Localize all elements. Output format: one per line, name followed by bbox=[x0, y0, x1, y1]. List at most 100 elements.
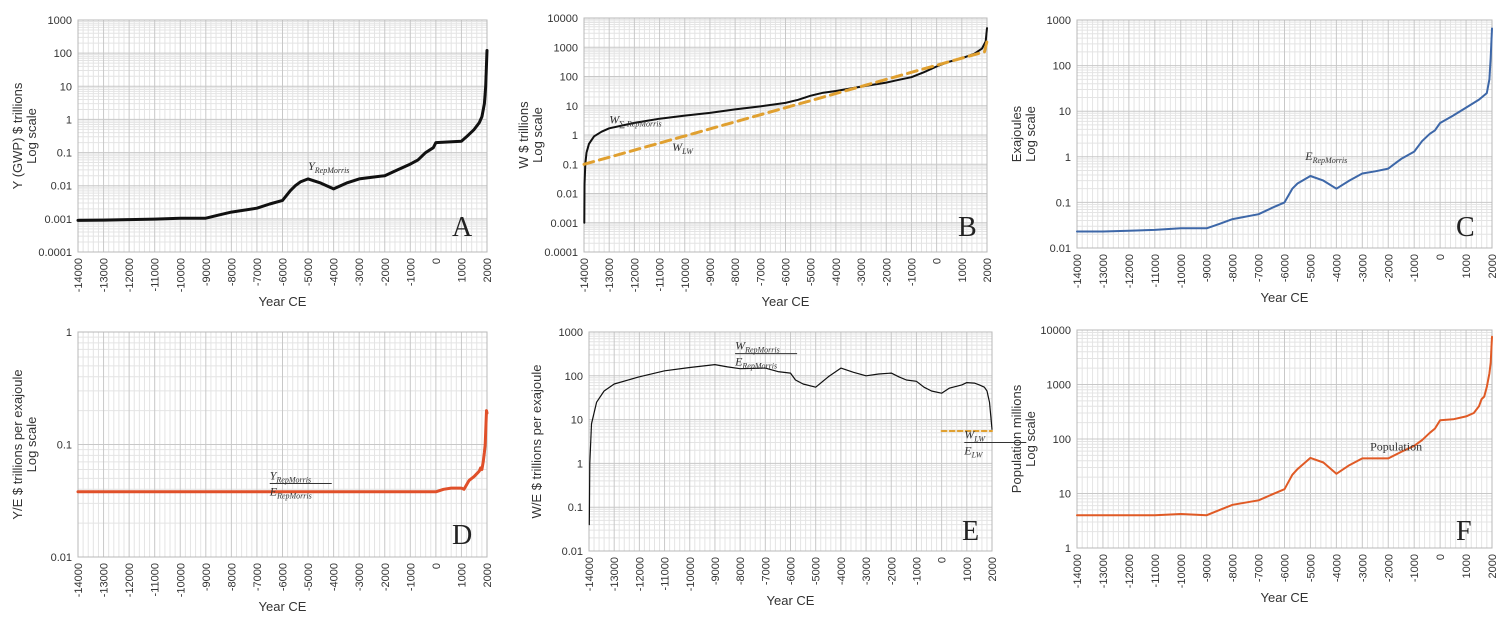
x-tick-label: -2000 bbox=[1383, 554, 1395, 582]
panel-letter: D bbox=[452, 520, 472, 551]
y-tick-label: 1000 bbox=[1047, 15, 1071, 27]
y-tick-label: 0.1 bbox=[1056, 197, 1071, 209]
series-line-y-repmorris bbox=[76, 49, 489, 222]
x-tick-label: -1000 bbox=[911, 557, 923, 585]
x-tick-label: -11000 bbox=[1150, 254, 1162, 287]
x-tick-label: 0 bbox=[932, 258, 944, 264]
x-tick-label: -9000 bbox=[201, 563, 213, 591]
x-tick-label: -7000 bbox=[760, 557, 772, 585]
x-tick-label: -8000 bbox=[735, 557, 747, 585]
y-tick-label: 100 bbox=[565, 371, 583, 383]
x-tick-label: -12000 bbox=[1124, 254, 1136, 288]
y-tick-label: 1 bbox=[577, 458, 583, 470]
x-tick-label: -5000 bbox=[303, 563, 315, 591]
x-tick-label: -7000 bbox=[1254, 554, 1266, 582]
x-tick-label: -9000 bbox=[710, 557, 722, 585]
panel-letter: B bbox=[958, 212, 977, 243]
y-tick-label: 0.0001 bbox=[38, 247, 72, 259]
y-tick-label: 0.1 bbox=[57, 148, 72, 160]
x-axis-label: Year CE bbox=[767, 593, 815, 608]
x-tick-label: -8000 bbox=[1228, 554, 1240, 582]
panel-b: -14000 -13000 -12000 -11000 -10000 -9000 -8000… bbox=[516, 13, 994, 309]
series-line-w-lw bbox=[582, 39, 989, 166]
x-tick-label: -7000 bbox=[1254, 254, 1266, 282]
panel-e: -14000 -13000 -12000 -11000 -10000 -9000 -8000… bbox=[529, 327, 1027, 608]
x-tick-label: -14000 bbox=[1072, 554, 1084, 588]
x-axis-label: Year CE bbox=[259, 599, 307, 614]
y-tick-label: 1000 bbox=[1047, 380, 1071, 392]
x-tick-label: -6000 bbox=[278, 258, 290, 286]
panel-d: -14000 -13000 -12000 -11000 -10000 -9000 -8000… bbox=[10, 327, 494, 614]
x-axis-label: Year CE bbox=[1261, 290, 1309, 305]
x-tick-label: 2000 bbox=[1487, 254, 1499, 278]
y-tick-label: 1 bbox=[572, 130, 578, 142]
x-tick-label: 2000 bbox=[482, 258, 494, 282]
y-tick-label: 100 bbox=[560, 72, 578, 84]
x-tick-label: -6000 bbox=[1280, 554, 1292, 582]
x-tick-label: 2000 bbox=[987, 557, 999, 581]
y-axis-label: Log scale bbox=[1023, 106, 1038, 162]
x-tick-label: -10000 bbox=[175, 563, 187, 597]
y-axis-label: Log scale bbox=[24, 108, 39, 164]
annotation-fraction-numerator: YRepMorris bbox=[270, 469, 311, 485]
x-axis-label: Year CE bbox=[259, 294, 307, 309]
y-tick-label: 0.1 bbox=[563, 159, 578, 171]
x-tick-label: -10000 bbox=[1176, 554, 1188, 588]
x-tick-label: -8000 bbox=[226, 258, 238, 286]
plot-frame bbox=[1076, 329, 1493, 549]
series-line-population bbox=[1076, 335, 1493, 517]
y-tick-label: 1 bbox=[1065, 543, 1071, 555]
x-tick-label: -10000 bbox=[175, 258, 187, 292]
x-axis-label: Year CE bbox=[762, 294, 810, 309]
x-tick-label: -12000 bbox=[634, 557, 646, 591]
x-tick-label: -14000 bbox=[579, 258, 591, 292]
annotation-fraction-numerator: WLW bbox=[964, 428, 986, 444]
x-tick-label: -2000 bbox=[881, 258, 893, 286]
x-tick-label: -13000 bbox=[1098, 554, 1110, 588]
x-tick-label: -6000 bbox=[278, 563, 290, 591]
x-tick-label: -9000 bbox=[1202, 254, 1214, 282]
x-tick-label: 0 bbox=[1435, 254, 1447, 260]
x-tick-label: -3000 bbox=[354, 258, 366, 286]
y-tick-label: 0.01 bbox=[51, 181, 72, 193]
x-tick-label: -3000 bbox=[1357, 554, 1369, 582]
x-tick-label: -3000 bbox=[1357, 254, 1369, 282]
plot-frame bbox=[583, 17, 988, 253]
y-tick-label: 10 bbox=[1059, 106, 1071, 118]
series-line-y-e bbox=[76, 409, 489, 494]
y-axis-label: Log scale bbox=[530, 107, 545, 163]
y-tick-label: 0.0001 bbox=[544, 247, 578, 259]
y-tick-label: 100 bbox=[1053, 434, 1071, 446]
annotation-fraction-denominator: ERepMorris bbox=[734, 355, 777, 371]
x-tick-label: -3000 bbox=[861, 557, 873, 585]
x-tick-label: 2000 bbox=[1487, 554, 1499, 578]
panel-a: -14000 -13000 -12000 -11000 -10000 -9000 -8000… bbox=[10, 15, 494, 309]
x-tick-label: -12000 bbox=[124, 258, 136, 292]
x-tick-label: -4000 bbox=[831, 258, 843, 286]
x-tick-label: 1000 bbox=[962, 557, 974, 581]
x-tick-label: -3000 bbox=[354, 563, 366, 591]
x-tick-label: -6000 bbox=[786, 557, 798, 585]
x-tick-label: -14000 bbox=[73, 258, 85, 292]
y-tick-label: 10 bbox=[566, 101, 578, 113]
panel-letter: C bbox=[1456, 212, 1475, 243]
x-tick-label: -13000 bbox=[99, 563, 111, 597]
annotation-label: W∑ RepMorris bbox=[609, 112, 661, 128]
x-tick-label: -1000 bbox=[405, 563, 417, 591]
y-tick-label: 1 bbox=[66, 114, 72, 126]
panel-letter: E bbox=[962, 516, 979, 547]
y-axis-label: Y (GWP) $ trillions bbox=[10, 82, 25, 189]
x-tick-label: 0 bbox=[431, 563, 443, 569]
y-tick-label: 10 bbox=[571, 415, 583, 427]
x-tick-label: -11000 bbox=[150, 258, 162, 291]
x-tick-label: -4000 bbox=[329, 563, 341, 591]
y-tick-label: 0.01 bbox=[51, 552, 72, 564]
x-tick-label: -2000 bbox=[380, 563, 392, 591]
x-tick-label: -6000 bbox=[781, 258, 793, 286]
x-tick-label: -12000 bbox=[629, 258, 641, 292]
x-tick-label: 1000 bbox=[456, 258, 468, 282]
x-tick-label: -2000 bbox=[1383, 254, 1395, 282]
y-tick-label: 10000 bbox=[547, 13, 578, 25]
y-axis-label: Y/E $ trillions per exajoule bbox=[10, 369, 25, 519]
